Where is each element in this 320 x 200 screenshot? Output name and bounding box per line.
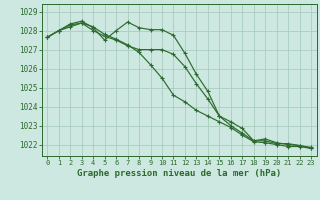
X-axis label: Graphe pression niveau de la mer (hPa): Graphe pression niveau de la mer (hPa) [77,169,281,178]
